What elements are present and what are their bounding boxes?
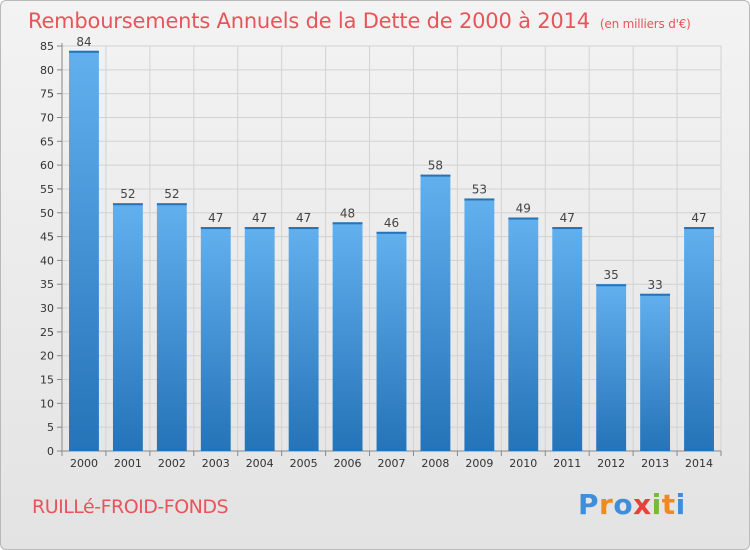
bar-value-label: 52 <box>120 187 135 201</box>
bar <box>200 227 231 451</box>
bar-top-edge <box>596 284 627 287</box>
y-tick-label: 25 <box>40 326 54 339</box>
y-tick-label: 0 <box>47 445 54 458</box>
bar-value-label: 47 <box>252 211 267 225</box>
bar-top-edge <box>640 293 671 296</box>
x-tick-label: 2006 <box>334 457 362 470</box>
x-tick-label: 2012 <box>597 457 625 470</box>
x-tick-label: 2014 <box>685 457 713 470</box>
bar <box>376 231 407 451</box>
bar-top-edge <box>156 203 187 206</box>
bar-value-label: 48 <box>340 206 355 220</box>
bar <box>69 50 99 451</box>
bar-top-edge <box>508 217 539 220</box>
y-tick-label: 45 <box>40 231 54 244</box>
labels: 0 5 10 15 20 25 30 35 40 45 50 55 60 65 70 75 80 85 84 2000… <box>40 35 713 470</box>
x-tick-label: 2010 <box>509 457 537 470</box>
x-tick-label: 2000 <box>70 457 98 470</box>
bar-top-edge <box>200 227 231 230</box>
bar-value-label: 84 <box>76 35 91 49</box>
chart-title-text: Remboursements Annuels de la Dette de 20… <box>28 9 590 33</box>
bar-top-edge <box>244 227 275 230</box>
bar-top-edge <box>288 227 319 230</box>
bar-value-label: 52 <box>164 187 179 201</box>
bar <box>332 222 363 451</box>
bar <box>464 198 495 451</box>
bar-value-label: 47 <box>296 211 311 225</box>
x-tick-label: 2013 <box>641 457 669 470</box>
logo-letter: x <box>633 488 652 521</box>
logo-letter: i <box>675 488 686 521</box>
bar-value-label: 53 <box>472 182 487 196</box>
logo-letter: i <box>651 488 662 521</box>
bars <box>69 50 714 451</box>
x-tick-label: 2009 <box>465 457 493 470</box>
x-tick-label: 2001 <box>114 457 142 470</box>
bar <box>420 174 451 451</box>
bar-value-label: 46 <box>384 216 399 230</box>
bar <box>112 203 143 451</box>
y-tick-label: 70 <box>40 111 54 124</box>
bar-top-edge <box>552 227 583 230</box>
y-tick-label: 40 <box>40 254 54 267</box>
logo-letter: o <box>613 488 634 521</box>
bar <box>156 203 187 451</box>
y-tick-label: 50 <box>40 207 54 220</box>
commune-name: RUILLé-FROID-FONDS <box>32 496 229 518</box>
logo-letter: P <box>578 488 600 521</box>
bar-value-label: 49 <box>516 202 531 216</box>
bar-top-edge <box>69 50 99 53</box>
bar <box>552 227 583 451</box>
bar-value-label: 47 <box>691 211 706 225</box>
bar-top-edge <box>420 174 451 177</box>
bar-top-edge <box>332 222 363 225</box>
x-tick-label: 2005 <box>290 457 318 470</box>
x-tick-label: 2004 <box>246 457 274 470</box>
logo-letter: t <box>661 488 676 521</box>
bar <box>640 293 671 451</box>
bar-top-edge <box>684 227 714 230</box>
x-tick-label: 2008 <box>421 457 449 470</box>
bar <box>596 284 627 451</box>
bar-value-label: 47 <box>208 211 223 225</box>
y-tick-label: 35 <box>40 278 54 291</box>
x-tick-label: 2002 <box>158 457 186 470</box>
y-tick-label: 75 <box>40 88 54 101</box>
bar-value-label: 33 <box>647 278 662 292</box>
bar <box>508 217 539 451</box>
bar-top-edge <box>112 203 143 206</box>
chart-title: Remboursements Annuels de la Dette de 20… <box>28 9 691 33</box>
y-tick-label: 10 <box>40 397 54 410</box>
bar-top-edge <box>376 231 407 234</box>
x-tick-label: 2007 <box>378 457 406 470</box>
y-tick-label: 15 <box>40 374 54 387</box>
y-tick-label: 30 <box>40 302 54 315</box>
y-tick-label: 80 <box>40 64 54 77</box>
bar-value-label: 35 <box>604 268 619 282</box>
x-tick-label: 2003 <box>202 457 230 470</box>
bar <box>244 227 275 451</box>
chart-unit: (en milliers d'€) <box>599 17 691 31</box>
bar-top-edge <box>464 198 495 201</box>
logo-letter: r <box>599 488 614 521</box>
y-tick-label: 5 <box>47 421 54 434</box>
proxiti-logo[interactable]: Proxiti <box>578 488 686 521</box>
y-tick-label: 85 <box>40 40 54 53</box>
y-tick-label: 65 <box>40 135 54 148</box>
x-tick-label: 2011 <box>553 457 581 470</box>
y-tick-label: 55 <box>40 183 54 196</box>
bar <box>684 227 714 451</box>
bar-value-label: 58 <box>428 159 443 173</box>
bar-value-label: 47 <box>560 211 575 225</box>
y-tick-label: 60 <box>40 159 54 172</box>
y-tick-label: 20 <box>40 350 54 363</box>
bar <box>288 227 319 451</box>
